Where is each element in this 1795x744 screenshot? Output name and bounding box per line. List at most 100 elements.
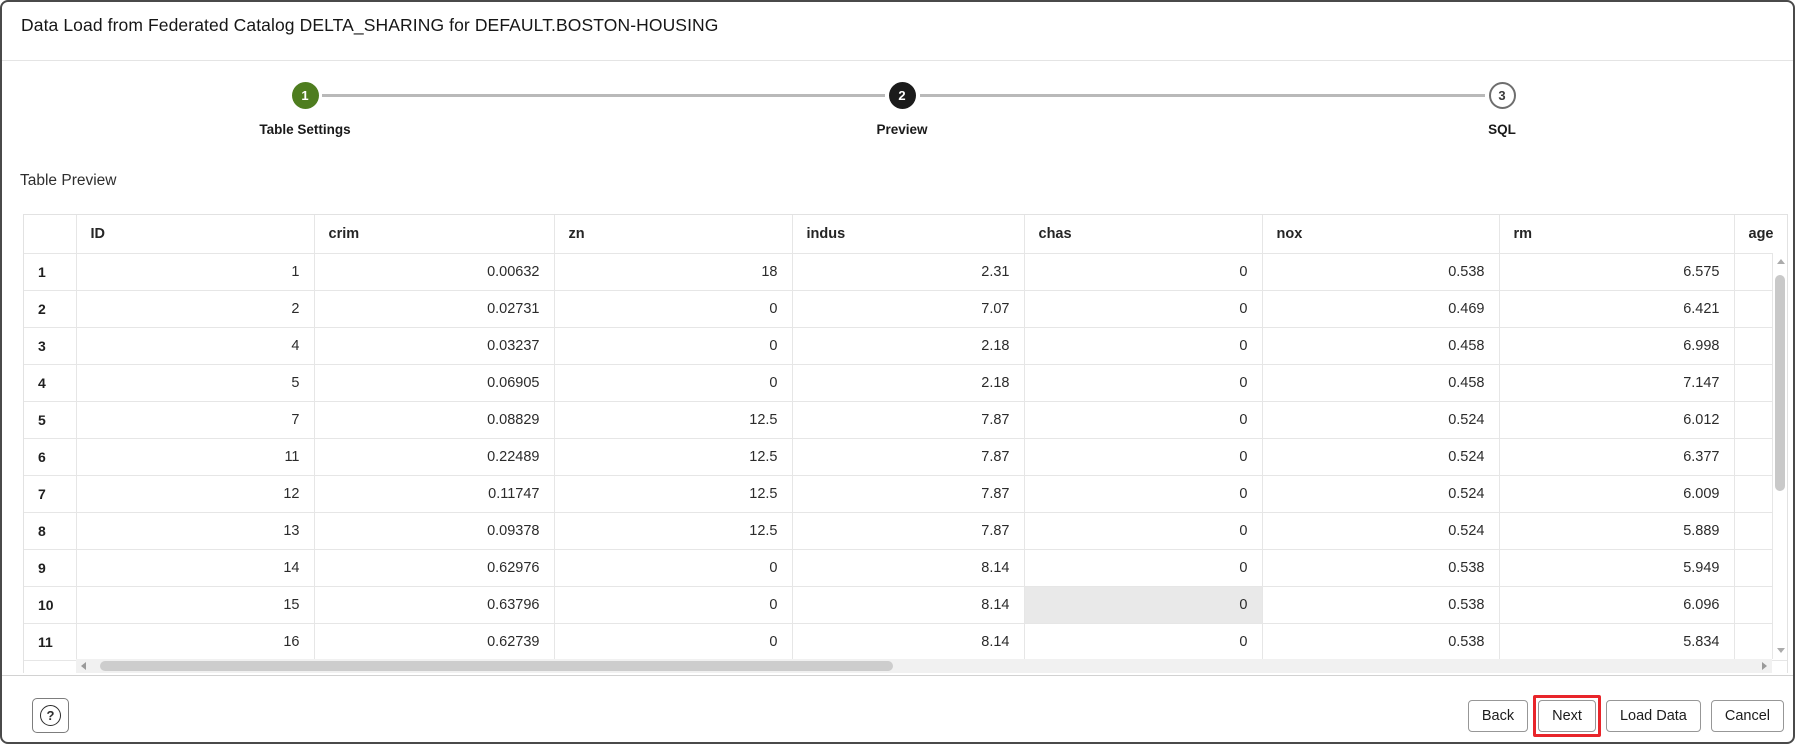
cell-zn[interactable]: 0: [554, 364, 793, 402]
cell-ID[interactable]: 14: [76, 549, 315, 587]
column-header-crim[interactable]: crim: [314, 215, 555, 254]
cell-nox[interactable]: 0.458: [1262, 364, 1500, 402]
scroll-left-icon[interactable]: [81, 662, 86, 670]
row-number[interactable]: 1: [24, 253, 77, 291]
cell-crim[interactable]: 0.62976: [314, 549, 555, 587]
cell-zn[interactable]: 12.5: [554, 475, 793, 513]
cell-crim[interactable]: 0.63796: [314, 586, 555, 624]
cell-nox[interactable]: 0.469: [1262, 290, 1500, 328]
cell-indus[interactable]: 8.14: [792, 623, 1025, 661]
load-data-button[interactable]: Load Data: [1605, 700, 1701, 732]
cell-crim[interactable]: 0.22489: [314, 438, 555, 476]
row-number[interactable]: 2: [24, 290, 77, 328]
row-number[interactable]: 9: [24, 549, 77, 587]
next-button[interactable]: Next: [1538, 700, 1596, 732]
cell-chas[interactable]: 0: [1024, 253, 1263, 291]
cell-nox[interactable]: 0.458: [1262, 327, 1500, 365]
cell-ID[interactable]: 5: [76, 364, 315, 402]
cell-zn[interactable]: 18: [554, 253, 793, 291]
column-header-chas[interactable]: chas: [1024, 215, 1263, 254]
cell-chas[interactable]: 0: [1024, 438, 1263, 476]
v-scroll-thumb[interactable]: [1775, 275, 1785, 491]
cell-crim[interactable]: 0.03237: [314, 327, 555, 365]
cell-rm[interactable]: 5.949: [1499, 549, 1735, 587]
cell-rm[interactable]: 6.096: [1499, 586, 1735, 624]
scroll-right-icon[interactable]: [1762, 662, 1767, 670]
cell-nox[interactable]: 0.524: [1262, 438, 1500, 476]
cell-zn[interactable]: 0: [554, 623, 793, 661]
cell-indus[interactable]: 2.31: [792, 253, 1025, 291]
cell-crim[interactable]: 0.08829: [314, 401, 555, 439]
cell-rm[interactable]: 6.012: [1499, 401, 1735, 439]
cell-chas[interactable]: 0: [1024, 512, 1263, 550]
cancel-button[interactable]: Cancel: [1710, 700, 1784, 732]
step-2-indicator[interactable]: 2: [888, 82, 916, 109]
row-number[interactable]: 4: [24, 364, 77, 402]
cell-ID[interactable]: 11: [76, 438, 315, 476]
cell-indus[interactable]: 7.87: [792, 438, 1025, 476]
row-number[interactable]: 8: [24, 512, 77, 550]
cell-indus[interactable]: 7.87: [792, 401, 1025, 439]
scroll-down-icon[interactable]: [1776, 648, 1785, 653]
cell-zn[interactable]: 0: [554, 327, 793, 365]
cell-ID[interactable]: 15: [76, 586, 315, 624]
cell-crim[interactable]: 0.11747: [314, 475, 555, 513]
cell-rm[interactable]: 6.421: [1499, 290, 1735, 328]
cell-crim[interactable]: 0.02731: [314, 290, 555, 328]
cell-crim[interactable]: 0.09378: [314, 512, 555, 550]
horizontal-scrollbar[interactable]: [76, 659, 1772, 673]
step-3-indicator[interactable]: 3: [1488, 82, 1516, 109]
h-scroll-thumb[interactable]: [100, 661, 893, 671]
cell-rm[interactable]: 7.147: [1499, 364, 1735, 402]
cell-crim[interactable]: 0.06905: [314, 364, 555, 402]
row-number[interactable]: 11: [24, 623, 77, 661]
cell-chas[interactable]: 0: [1024, 290, 1263, 328]
row-number[interactable]: 10: [24, 586, 77, 624]
cell-zn[interactable]: 12.5: [554, 401, 793, 439]
cell-indus[interactable]: 8.14: [792, 586, 1025, 624]
cell-rm[interactable]: 6.998: [1499, 327, 1735, 365]
cell-chas[interactable]: 0: [1024, 586, 1263, 624]
column-header-zn[interactable]: zn: [554, 215, 793, 254]
cell-ID[interactable]: 2: [76, 290, 315, 328]
column-header-nox[interactable]: nox: [1262, 215, 1500, 254]
back-button[interactable]: Back: [1467, 700, 1529, 732]
cell-ID[interactable]: 7: [76, 401, 315, 439]
cell-nox[interactable]: 0.524: [1262, 512, 1500, 550]
cell-indus[interactable]: 7.87: [792, 512, 1025, 550]
cell-zn[interactable]: 0: [554, 586, 793, 624]
column-header-id[interactable]: ID: [76, 215, 315, 254]
cell-nox[interactable]: 0.538: [1262, 549, 1500, 587]
row-number[interactable]: 6: [24, 438, 77, 476]
cell-rm[interactable]: 6.009: [1499, 475, 1735, 513]
cell-chas[interactable]: 0: [1024, 401, 1263, 439]
cell-ID[interactable]: 1: [76, 253, 315, 291]
cell-rm[interactable]: 5.834: [1499, 623, 1735, 661]
cell-ID[interactable]: 12: [76, 475, 315, 513]
cell-zn[interactable]: 0: [554, 290, 793, 328]
cell-rm[interactable]: 5.889: [1499, 512, 1735, 550]
row-number[interactable]: 7: [24, 475, 77, 513]
step-1-indicator[interactable]: 1: [291, 82, 319, 109]
cell-chas[interactable]: 0: [1024, 475, 1263, 513]
cell-chas[interactable]: 0: [1024, 623, 1263, 661]
cell-zn[interactable]: 12.5: [554, 512, 793, 550]
row-number[interactable]: 5: [24, 401, 77, 439]
cell-nox[interactable]: 0.524: [1262, 401, 1500, 439]
vertical-scrollbar[interactable]: [1772, 253, 1787, 659]
scroll-up-icon[interactable]: [1776, 259, 1785, 264]
column-header-indus[interactable]: indus: [792, 215, 1025, 254]
cell-chas[interactable]: 0: [1024, 549, 1263, 587]
cell-crim[interactable]: 0.00632: [314, 253, 555, 291]
row-number[interactable]: 3: [24, 327, 77, 365]
help-button[interactable]: ?: [32, 698, 69, 733]
cell-zn[interactable]: 12.5: [554, 438, 793, 476]
cell-chas[interactable]: 0: [1024, 364, 1263, 402]
cell-ID[interactable]: 16: [76, 623, 315, 661]
cell-nox[interactable]: 0.538: [1262, 253, 1500, 291]
cell-ID[interactable]: 13: [76, 512, 315, 550]
cell-indus[interactable]: 7.07: [792, 290, 1025, 328]
cell-nox[interactable]: 0.524: [1262, 475, 1500, 513]
column-header-age[interactable]: age: [1734, 215, 1787, 254]
cell-indus[interactable]: 7.87: [792, 475, 1025, 513]
